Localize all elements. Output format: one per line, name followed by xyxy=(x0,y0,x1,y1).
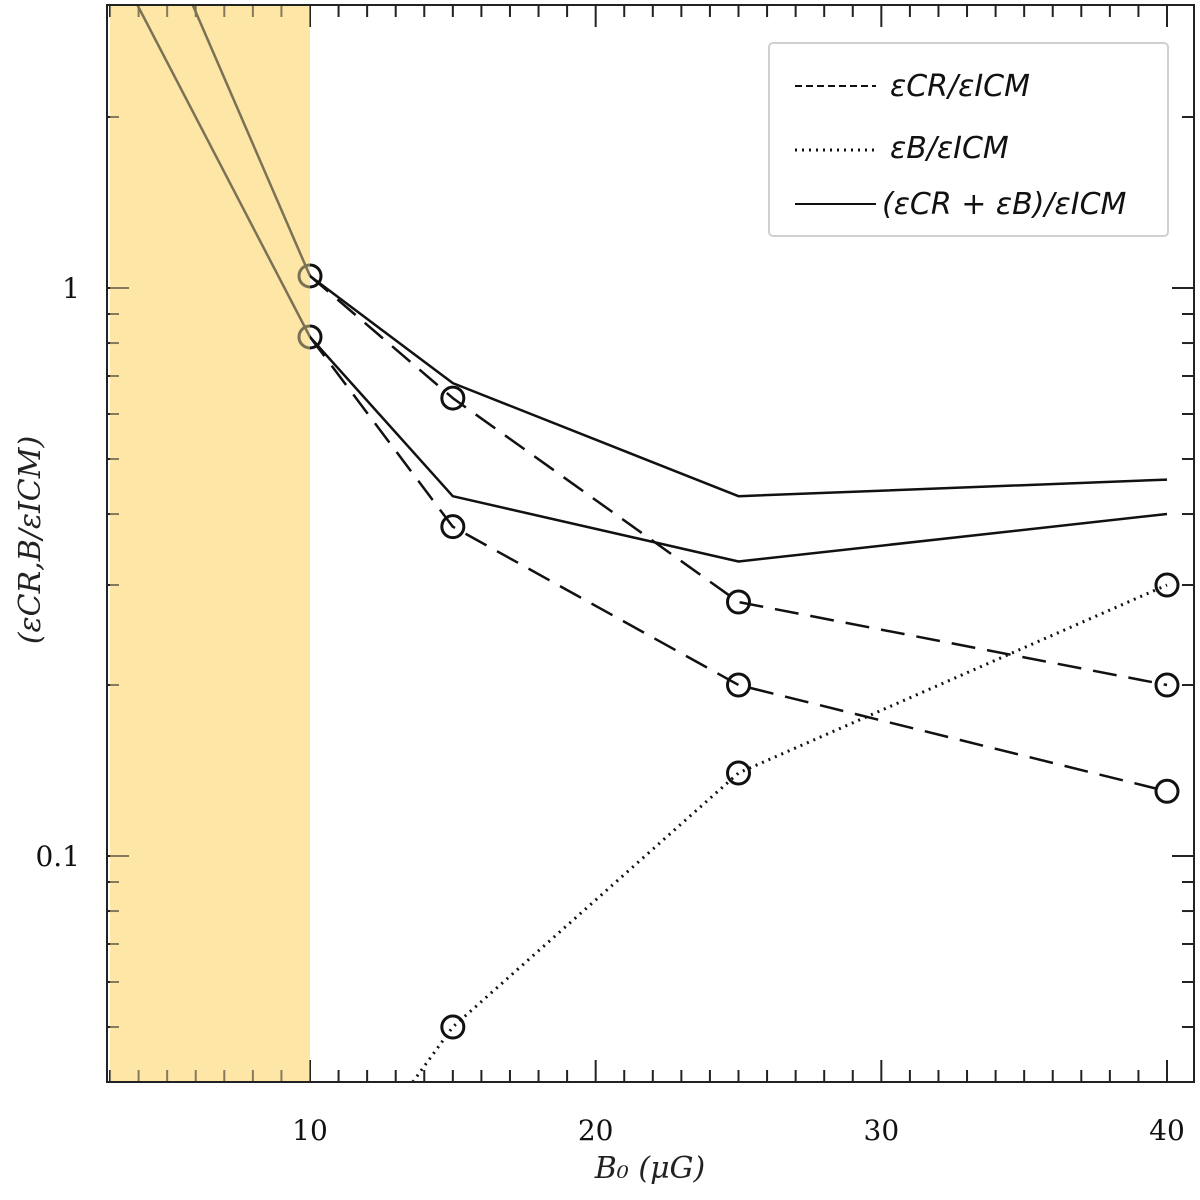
y-tick-label: 1 xyxy=(62,272,80,305)
series-layer xyxy=(110,5,1180,1082)
series-line-3 xyxy=(309,336,1168,793)
data-point-marker xyxy=(726,760,751,786)
series-line-2 xyxy=(309,275,1168,687)
y-axis-title: (εCR,B/εICM) xyxy=(13,436,48,644)
x-axis-title: B₀ (μG) xyxy=(594,1151,705,1186)
data-point-marker xyxy=(1154,778,1180,804)
legend: εCR/εICM εB/εICM (εCR + εB)/εICM xyxy=(768,42,1169,237)
shaded-overlay xyxy=(110,5,311,1082)
y-tick-label: 0.1 xyxy=(35,840,80,873)
axis-ticks xyxy=(107,5,1194,1082)
data-point-marker xyxy=(440,514,466,540)
data-point-marker xyxy=(440,1014,466,1040)
shaded-region xyxy=(110,5,311,1082)
legend-box xyxy=(768,42,1169,237)
series-line-0 xyxy=(191,5,1168,498)
x-tick-label: 20 xyxy=(578,1114,614,1147)
data-point-marker xyxy=(726,672,751,698)
series-line-4 xyxy=(411,583,1168,1082)
series-line-1 xyxy=(135,5,1168,563)
data-point-marker xyxy=(726,589,751,615)
x-tick-label: 10 xyxy=(292,1114,328,1147)
x-tick-label: 40 xyxy=(1149,1114,1185,1147)
data-point-marker xyxy=(297,263,323,289)
x-tick-label: 30 xyxy=(864,1114,900,1147)
data-point-marker xyxy=(1154,572,1180,598)
data-point-marker xyxy=(1154,672,1180,698)
plot-frame xyxy=(106,4,1195,1083)
legend-label-b: εB/εICM xyxy=(890,131,1009,166)
tick-labels: 10 20 30 40 0.1 1 xyxy=(35,272,1184,1147)
data-point-marker xyxy=(440,385,466,411)
legend-label-total: (εCR + εB)/εICM xyxy=(882,187,1127,222)
data-point-marker xyxy=(297,324,323,350)
legend-label-cr: εCR/εICM xyxy=(890,69,1030,104)
